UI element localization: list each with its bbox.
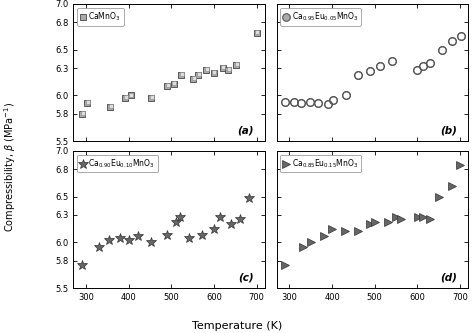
Text: Temperature (K): Temperature (K) — [192, 321, 282, 331]
Legend: Ca$_{0.90}$Eu$_{0.10}$MnO$_3$: Ca$_{0.90}$Eu$_{0.10}$MnO$_3$ — [77, 155, 158, 172]
Text: (d): (d) — [440, 272, 457, 283]
Text: Compressibility, $\beta$ (MPa$^{-1}$): Compressibility, $\beta$ (MPa$^{-1}$) — [2, 101, 18, 232]
Text: (b): (b) — [440, 126, 457, 136]
Legend: Ca$_{0.95}$Eu$_{0.05}$MnO$_3$: Ca$_{0.95}$Eu$_{0.05}$MnO$_3$ — [281, 8, 361, 26]
Text: (c): (c) — [238, 272, 254, 283]
Text: (a): (a) — [237, 126, 254, 136]
Legend: CaMnO$_3$: CaMnO$_3$ — [77, 8, 124, 26]
Legend: Ca$_{0.85}$Eu$_{0.15}$MnO$_3$: Ca$_{0.85}$Eu$_{0.15}$MnO$_3$ — [281, 155, 361, 172]
